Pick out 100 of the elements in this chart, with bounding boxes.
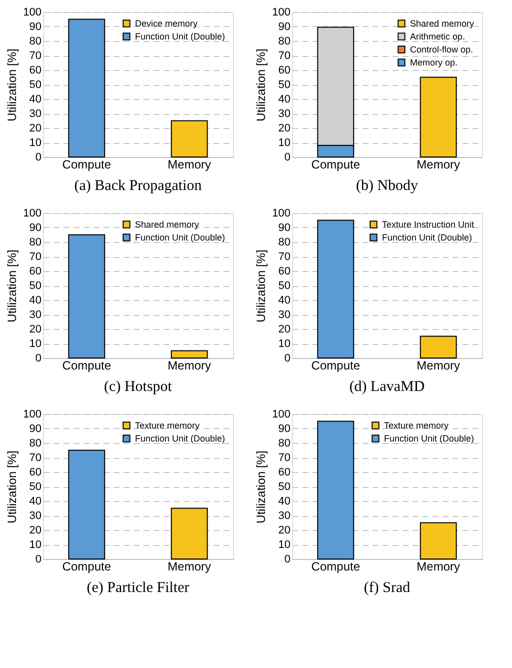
x-tick-label: Memory	[168, 158, 212, 172]
x-tick-label: Compute	[311, 158, 360, 172]
y-tick-label: 0	[284, 152, 290, 164]
y-tick-label: 70	[29, 251, 42, 263]
y-tick-label: 70	[29, 50, 42, 62]
y-tick-label: 90	[29, 423, 42, 435]
legend-label: Arithmetic op.	[410, 32, 466, 42]
legend-label: Shared memory	[410, 18, 475, 28]
y-axis-title: Utilization [%]	[254, 48, 268, 122]
y-tick-label: 20	[29, 524, 42, 536]
y-tick-label: 40	[278, 294, 290, 306]
text: (d) LavaMD	[349, 379, 425, 395]
y-tick-label: 50	[29, 481, 42, 493]
y-tick-label: 50	[29, 79, 42, 91]
y-tick-label: 90	[278, 222, 290, 234]
y-tick-label: 0	[35, 554, 42, 566]
x-tick-label: Compute	[311, 560, 360, 574]
y-tick-label: 90	[278, 423, 290, 435]
y-tick-label: 70	[29, 452, 42, 464]
y-tick-label: 0	[35, 352, 42, 364]
y-tick-label: 100	[23, 6, 42, 18]
x-tick-label: Compute	[62, 358, 112, 372]
x-tick-label: Compute	[311, 358, 360, 372]
y-tick-label: 30	[278, 510, 290, 522]
y-tick-label: 80	[29, 438, 42, 450]
x-tick-label: Memory	[416, 358, 460, 372]
y-tick-label: 40	[278, 496, 290, 508]
y-tick-label: 60	[278, 466, 290, 478]
y-tick-label: 20	[29, 122, 42, 134]
x-tick-label: Compute	[62, 560, 112, 574]
y-tick-label: 60	[29, 466, 42, 478]
y-tick-label: 40	[29, 294, 42, 306]
y-tick-label: 30	[278, 108, 290, 120]
y-tick-label: 60	[29, 64, 42, 76]
y-tick-label: 10	[278, 137, 290, 149]
y-tick-label: 100	[23, 208, 42, 220]
y-tick-label: 10	[278, 338, 290, 350]
y-tick-label: 70	[278, 50, 290, 62]
y-tick-label: 50	[278, 79, 290, 91]
y-tick-label: 20	[278, 122, 290, 134]
y-tick-label: 0	[35, 152, 42, 164]
y-tick-label: 30	[29, 510, 42, 522]
text: (b) Nbody	[356, 178, 419, 194]
y-tick-label: 70	[278, 251, 290, 263]
y-tick-label: 70	[278, 452, 290, 464]
y-axis-title: Utilization [%]	[5, 250, 20, 322]
y-tick-label: 10	[29, 137, 42, 149]
y-tick-label: 80	[29, 236, 42, 248]
legend-label: Memory op.	[410, 58, 458, 68]
x-tick-label: Memory	[168, 560, 212, 574]
text: (f) Srad	[364, 580, 411, 596]
legend-label: Function Unit (Double)	[384, 434, 474, 444]
y-tick-label: 0	[284, 554, 290, 566]
x-tick-label: Memory	[416, 158, 460, 172]
legend-label: Control-flow op.	[410, 44, 474, 54]
y-tick-label: 30	[29, 108, 42, 120]
y-tick-label: 40	[278, 94, 290, 106]
y-tick-label: 40	[29, 496, 42, 508]
y-tick-label: 40	[29, 94, 42, 106]
legend-label: Function Unit (Double)	[135, 232, 226, 242]
y-axis-title: Utilization [%]	[254, 450, 268, 524]
legend-label: Texture memory	[135, 420, 200, 430]
x-tick-label: Compute	[62, 158, 112, 172]
y-tick-label: 20	[278, 324, 290, 336]
y-tick-label: 90	[29, 21, 42, 33]
text: (e) Particle Filter	[86, 580, 190, 596]
y-tick-label: 80	[278, 36, 290, 48]
y-tick-label: 60	[278, 266, 290, 278]
y-axis-title: Utilization [%]	[5, 450, 20, 524]
legend-label: Function Unit (Double)	[135, 32, 226, 42]
y-tick-label: 0	[284, 352, 290, 364]
y-tick-label: 80	[29, 36, 42, 48]
y-tick-label: 50	[278, 280, 290, 292]
y-tick-label: 80	[278, 438, 290, 450]
legend-label: Shared memory	[135, 220, 200, 230]
y-tick-label: 60	[29, 266, 42, 278]
legend-label: Texture memory	[384, 420, 450, 430]
x-tick-label: Memory	[168, 358, 212, 372]
y-tick-label: 90	[29, 222, 42, 234]
y-tick-label: 20	[278, 524, 290, 536]
text: (c) Hotspot	[104, 379, 173, 395]
y-tick-label: 60	[278, 64, 290, 76]
y-tick-label: 80	[278, 236, 290, 248]
legend-label: Function Unit (Double)	[135, 434, 226, 444]
text: (a) Back Propagation	[74, 178, 202, 194]
y-tick-label: 30	[29, 309, 42, 321]
y-tick-label: 50	[278, 481, 290, 493]
x-tick-label: Memory	[416, 560, 460, 574]
legend-label: Device memory	[135, 18, 198, 28]
y-tick-label: 20	[29, 324, 42, 336]
y-tick-label: 50	[29, 280, 42, 292]
y-tick-label: 100	[272, 6, 290, 18]
y-axis-title: Utilization [%]	[5, 48, 20, 122]
y-tick-label: 90	[278, 21, 290, 33]
y-tick-label: 10	[29, 338, 42, 350]
legend-label: Function Unit (Double)	[382, 232, 472, 242]
y-tick-label: 10	[29, 539, 42, 551]
y-tick-label: 100	[272, 208, 290, 220]
y-tick-label: 30	[278, 309, 290, 321]
legend-label: Texture Instruction Unit	[382, 220, 475, 230]
